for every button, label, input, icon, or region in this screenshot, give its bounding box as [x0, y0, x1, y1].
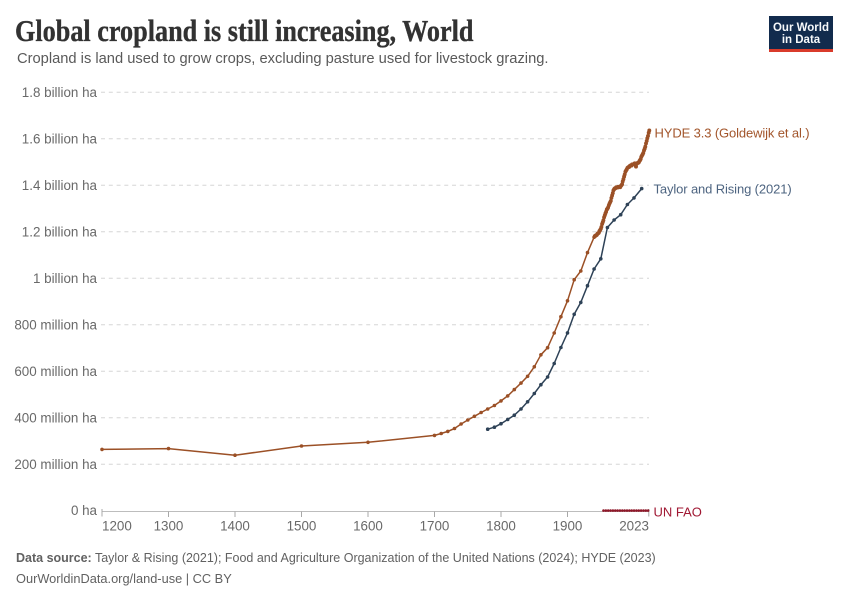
svg-text:600 million ha: 600 million ha — [14, 364, 97, 379]
svg-text:1.4 billion ha: 1.4 billion ha — [22, 178, 98, 193]
svg-text:0 ha: 0 ha — [71, 503, 98, 518]
svg-text:1.6 billion ha: 1.6 billion ha — [22, 131, 98, 146]
svg-text:1700: 1700 — [420, 519, 450, 534]
svg-text:1400: 1400 — [220, 519, 250, 534]
svg-text:HYDE 3.3 (Goldewijk et al.): HYDE 3.3 (Goldewijk et al.) — [655, 126, 810, 141]
svg-text:1600: 1600 — [353, 519, 383, 534]
svg-text:200 million ha: 200 million ha — [14, 457, 97, 472]
svg-text:1300: 1300 — [154, 519, 184, 534]
svg-text:800 million ha: 800 million ha — [14, 317, 97, 332]
svg-text:Taylor and Rising (2021): Taylor and Rising (2021) — [654, 182, 792, 197]
svg-text:2023: 2023 — [619, 519, 649, 534]
svg-text:1.2 billion ha: 1.2 billion ha — [22, 224, 98, 239]
svg-text:1500: 1500 — [287, 519, 317, 534]
svg-text:UN FAO: UN FAO — [654, 505, 702, 520]
svg-text:1200: 1200 — [102, 519, 132, 534]
svg-text:1800: 1800 — [486, 519, 516, 534]
svg-text:1900: 1900 — [553, 519, 583, 534]
svg-text:1 billion ha: 1 billion ha — [33, 271, 98, 286]
svg-text:1.8 billion ha: 1.8 billion ha — [22, 85, 98, 100]
svg-text:400 million ha: 400 million ha — [14, 410, 97, 425]
